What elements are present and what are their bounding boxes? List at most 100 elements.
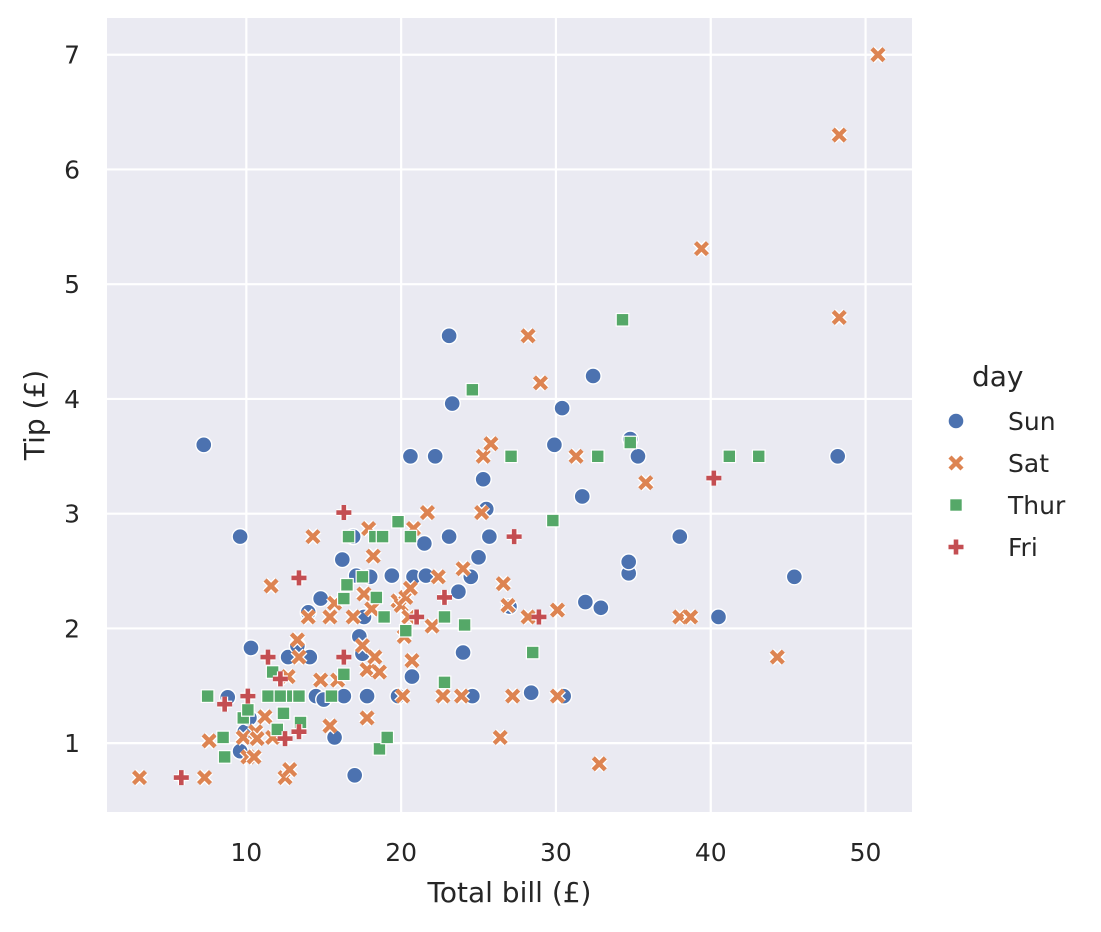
data-point (692, 240, 710, 258)
data-point (751, 449, 766, 464)
data-point (217, 750, 232, 764)
data-point (623, 435, 638, 450)
legend-label: Fri (1008, 533, 1038, 562)
data-point (288, 631, 306, 649)
data-point (454, 643, 472, 662)
y-tick-label: 6 (64, 155, 80, 184)
data-point (256, 708, 274, 726)
data-point (440, 327, 458, 345)
data-point (519, 608, 537, 626)
data-point (290, 648, 308, 666)
legend-marker (947, 412, 965, 430)
data-point (440, 527, 458, 546)
data-point (248, 730, 266, 748)
data-point (277, 731, 293, 747)
data-point (423, 617, 441, 635)
x-tick-label: 20 (385, 838, 417, 867)
data-point (391, 514, 405, 529)
data-point (270, 722, 285, 737)
data-point (195, 436, 213, 454)
data-point (403, 667, 421, 686)
data-point (482, 435, 500, 453)
data-point (473, 504, 491, 522)
data-point (401, 447, 420, 466)
data-point (409, 609, 425, 625)
data-point (292, 689, 306, 704)
x-tick-label: 10 (230, 838, 262, 867)
data-point (545, 513, 560, 528)
data-point (245, 748, 263, 766)
data-point (234, 728, 252, 746)
data-point (426, 447, 444, 466)
data-point (336, 505, 352, 521)
legend-marker (947, 454, 965, 472)
legend-title: day (972, 360, 1024, 393)
y-tick-label: 1 (64, 729, 80, 758)
data-point (321, 717, 339, 735)
data-point (353, 637, 371, 655)
data-point (291, 570, 307, 586)
data-point (377, 610, 392, 624)
data-point (355, 585, 373, 603)
y-axis-label: Tip (£) (18, 370, 51, 461)
data-point (436, 589, 452, 605)
data-point (358, 709, 376, 727)
data-point (336, 649, 352, 665)
data-point (401, 579, 419, 597)
data-point (768, 648, 786, 666)
y-tick-label: 4 (64, 385, 80, 414)
data-point (344, 608, 362, 626)
y-tick-label: 7 (64, 41, 80, 70)
data-point (437, 675, 452, 690)
data-point (449, 582, 468, 601)
data-points (131, 46, 887, 787)
data-point (592, 599, 610, 617)
data-point (453, 687, 470, 705)
data-point (394, 687, 412, 705)
data-point (506, 529, 522, 545)
data-point (403, 529, 418, 544)
data-point (531, 374, 549, 392)
data-point (200, 732, 218, 750)
data-point (341, 529, 356, 544)
x-tick-label: 50 (850, 838, 882, 867)
data-point (304, 528, 322, 546)
data-point (364, 547, 382, 565)
data-point (216, 730, 231, 745)
data-point (525, 645, 540, 660)
data-point (311, 589, 330, 608)
data-point (785, 568, 804, 586)
legend-label: Sun (1008, 407, 1056, 436)
x-tick-label: 30 (540, 838, 572, 867)
data-point (830, 308, 848, 326)
y-tick-label: 5 (64, 270, 80, 299)
data-point (620, 553, 638, 571)
data-point (682, 608, 700, 626)
data-point (429, 568, 447, 586)
data-point (272, 671, 288, 687)
data-point (415, 534, 434, 553)
legend-marker (949, 498, 963, 512)
data-point (457, 618, 472, 632)
data-point (345, 766, 364, 784)
data-point (321, 608, 339, 626)
data-point (398, 623, 413, 638)
data-point (469, 548, 488, 566)
data-point (531, 609, 547, 625)
data-point (549, 687, 566, 705)
data-point (549, 601, 566, 619)
series-sat (131, 46, 887, 787)
data-point (369, 590, 384, 605)
data-point (576, 593, 595, 611)
data-point (261, 689, 275, 704)
data-point (276, 706, 291, 721)
data-point (358, 661, 376, 679)
data-point (403, 652, 421, 670)
x-tick-label: 40 (695, 838, 727, 867)
data-point (400, 608, 418, 626)
data-point (281, 761, 299, 779)
data-point (383, 566, 401, 585)
legend-item-thur: Thur (949, 491, 1066, 520)
